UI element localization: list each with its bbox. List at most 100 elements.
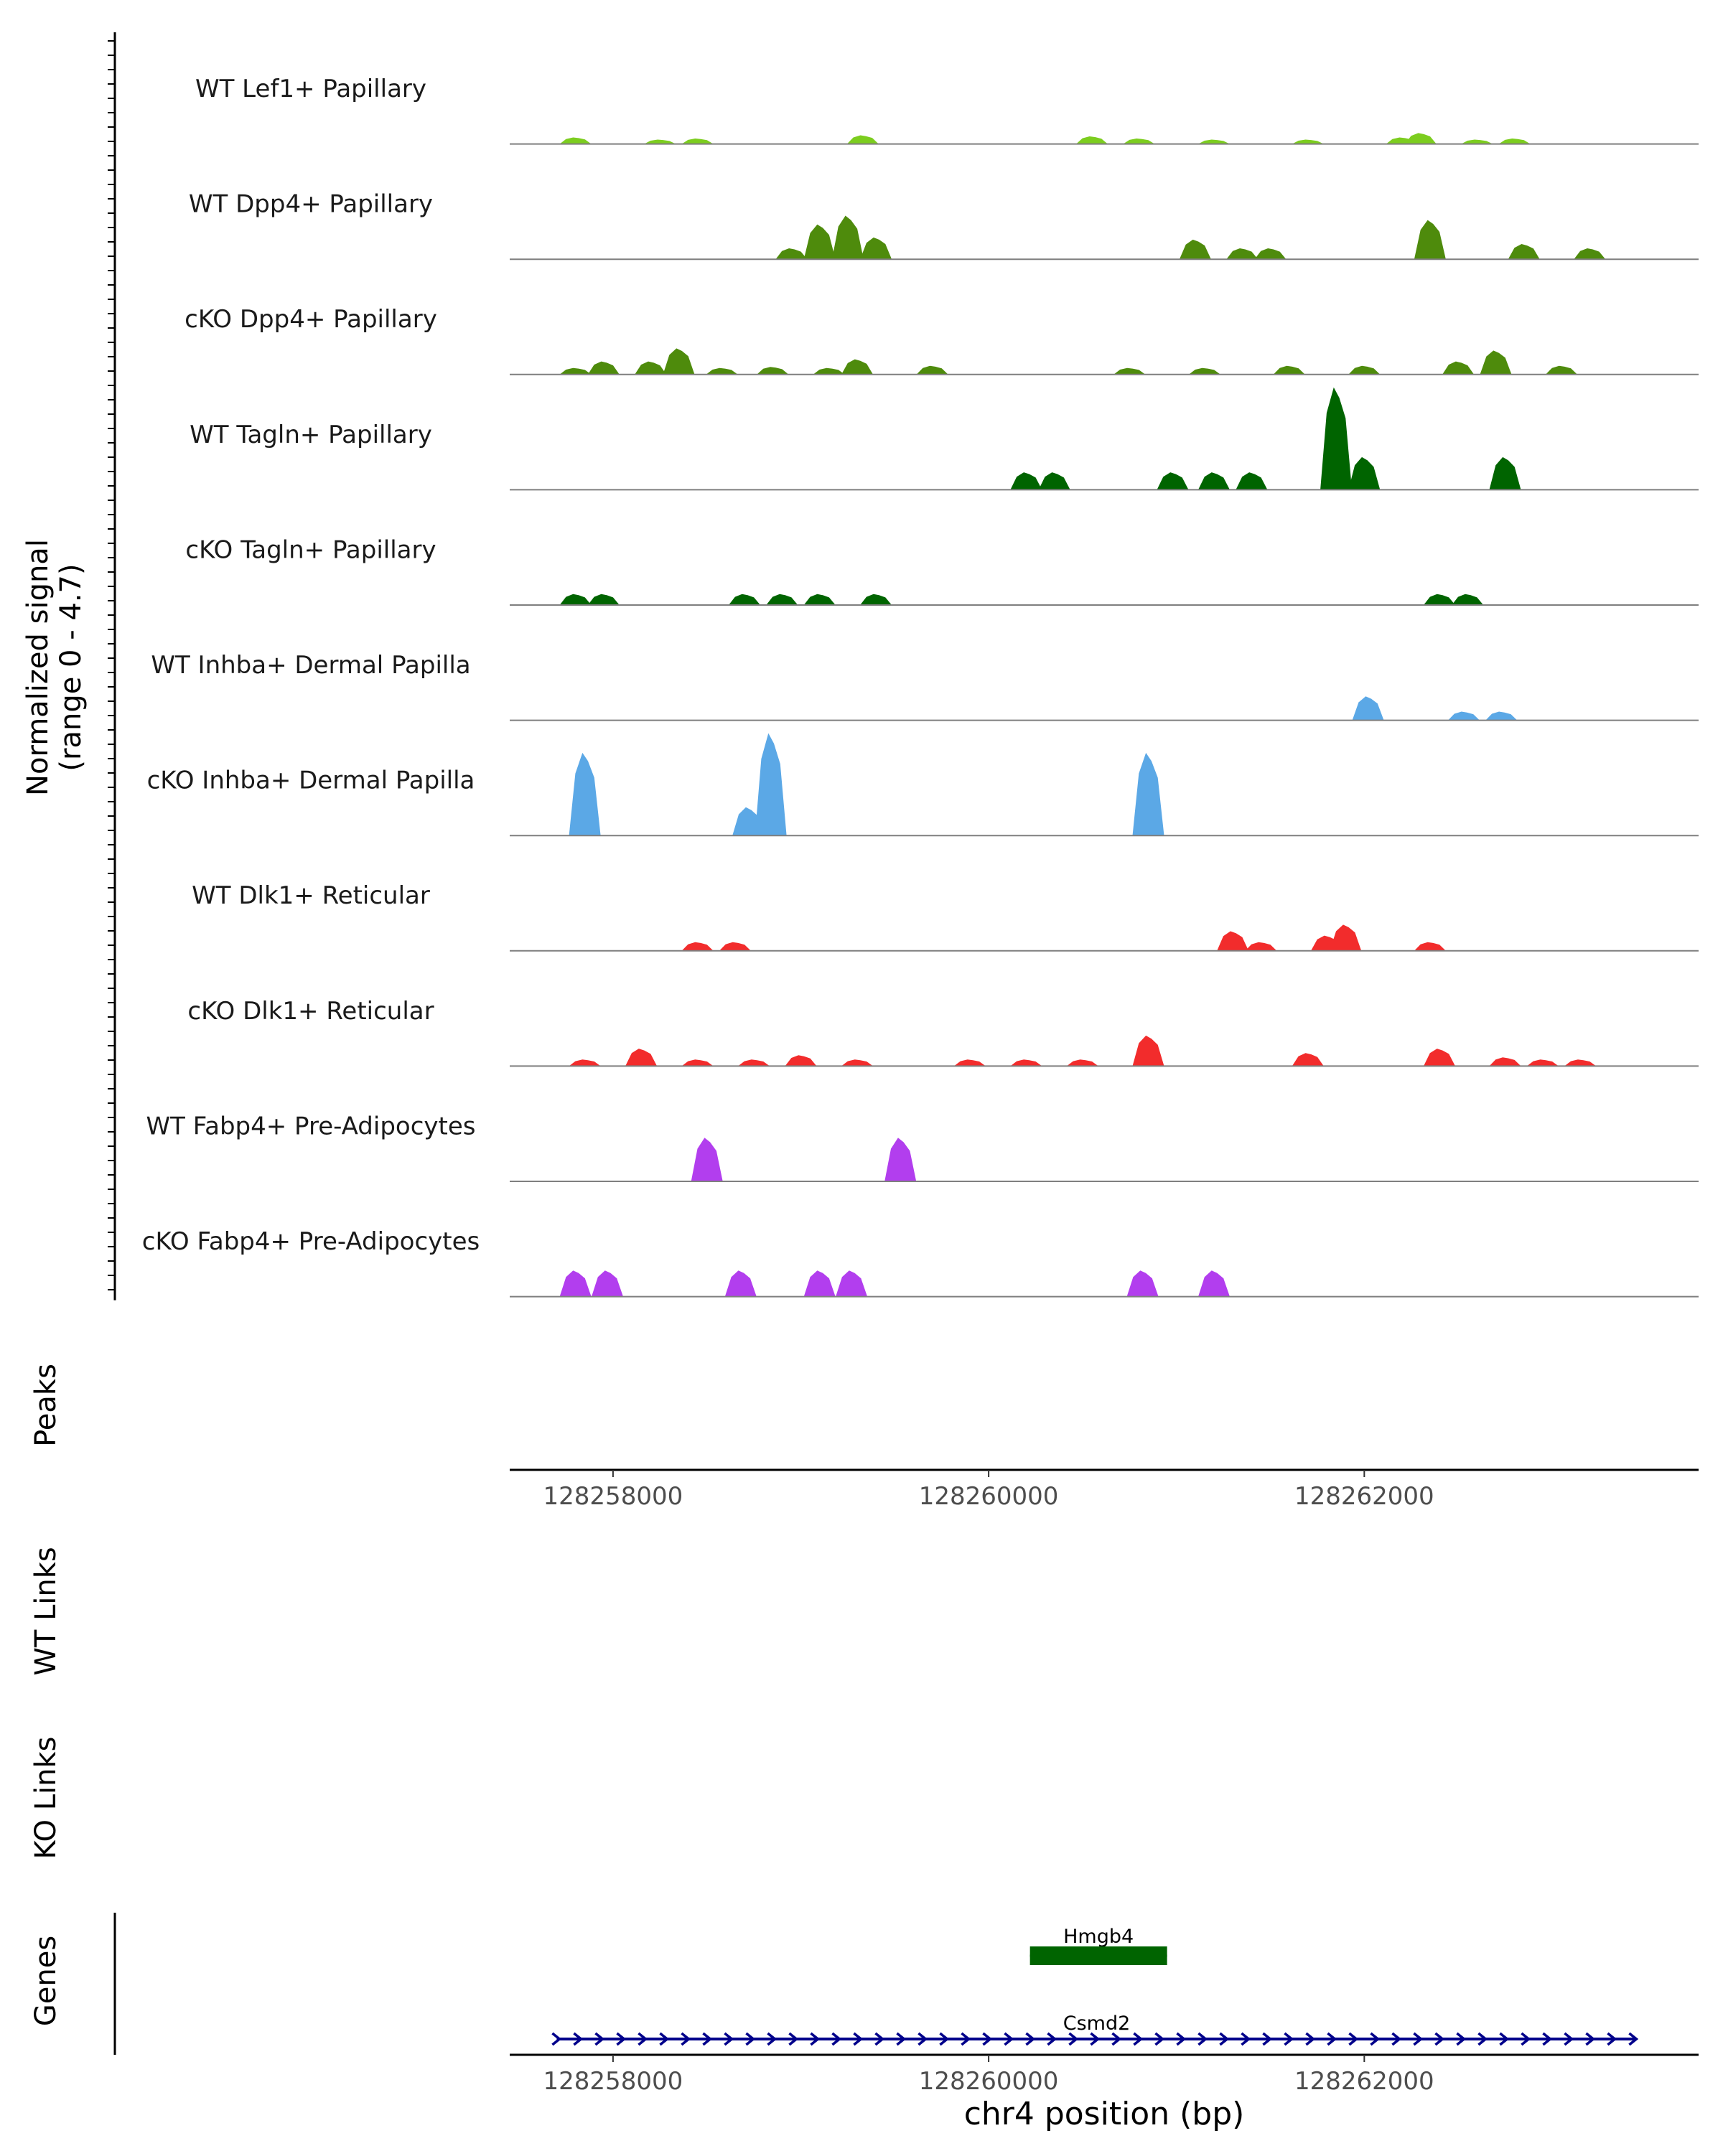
track-2-peak-9: [1508, 244, 1540, 260]
strand-arrow: [939, 2032, 950, 2046]
strand-arrow: [1521, 2032, 1531, 2046]
track-9-peak-13: [1489, 1057, 1521, 1067]
track-1-peak-6: [1123, 139, 1155, 144]
peaks-panel-label: Peaks: [29, 1364, 62, 1447]
track-3-peak-6: [757, 367, 789, 375]
track-3: cKO Dpp4+ Papillary: [185, 305, 1699, 375]
strand-arrow: [1327, 2032, 1337, 2046]
genes-panel-label: Genes: [29, 1936, 62, 2026]
track-2-peak-4: [860, 237, 892, 260]
track-9-peak-6: [841, 1059, 873, 1067]
track-7: cKO Inhba+ Dermal Papilla: [147, 733, 1699, 837]
track-9-peak-4: [738, 1059, 770, 1067]
strand-arrow: [1391, 2032, 1402, 2046]
track-7-peak-1: [569, 752, 601, 836]
track-9-peak-15: [1564, 1059, 1597, 1067]
strand-arrow: [616, 2032, 627, 2046]
track-8-peak-6: [1330, 924, 1362, 951]
strand-arrow: [1176, 2032, 1187, 2046]
track-2-peak-6: [1226, 248, 1259, 260]
track-7-peak-3: [755, 733, 787, 836]
strand-arrow: [1477, 2032, 1488, 2046]
track-11-peak-2: [592, 1270, 623, 1297]
track-3-peak-7: [813, 367, 845, 375]
track-8-peak-2: [719, 942, 751, 951]
track-6: WT Inhba+ Dermal Papilla: [151, 651, 1699, 721]
strand-arrow: [1628, 2032, 1639, 2046]
strand-arrow: [1456, 2032, 1467, 2046]
track-5-peak-2: [587, 594, 620, 605]
track-1-peak-3: [681, 139, 714, 144]
track-label: WT Inhba+ Dermal Papilla: [151, 651, 470, 680]
track-4-peak-3: [1157, 472, 1189, 490]
gene-label: Hmgb4: [1063, 1926, 1134, 1948]
strand-arrow: [745, 2032, 756, 2046]
track-3-peak-15: [1480, 350, 1512, 375]
genes-layer: Hmgb4 Csmd2: [551, 1926, 1639, 2046]
track-1-peak-11: [1461, 139, 1493, 144]
track-11-peak-6: [1126, 1270, 1159, 1297]
strand-arrow: [1564, 2032, 1574, 2046]
strand-arrow: [896, 2032, 907, 2046]
track-label: WT Lef1+ Papillary: [195, 75, 426, 103]
track-4-peak-7: [1348, 456, 1381, 490]
track-4-peak-1: [1010, 472, 1042, 490]
track-3-peak-11: [1189, 367, 1220, 375]
track-8-peak-4: [1245, 942, 1277, 951]
tracks-layer: WT Lef1+ Papillary WT Dpp4+ Papillary cKO …: [142, 75, 1699, 1298]
track-1: WT Lef1+ Papillary: [195, 75, 1699, 145]
track-10-peak-1: [691, 1138, 723, 1181]
ko-links-panel-label: KO Links: [29, 1737, 62, 1860]
track-4-peak-6: [1320, 387, 1353, 490]
strand-arrow: [1585, 2032, 1596, 2046]
strand-arrow: [1370, 2032, 1381, 2046]
signal-axis-range-label: (range 0 - 4.7): [55, 563, 88, 771]
peaks-x-ticks: 128258000 128260000 128262000: [543, 1470, 1434, 1511]
track-5: cKO Tagln+ Papillary: [185, 535, 1699, 606]
track-1-peak-8: [1292, 139, 1324, 144]
track-label: cKO Dpp4+ Papillary: [185, 305, 437, 334]
track-5-peak-3: [729, 594, 760, 605]
track-3-peak-13: [1348, 365, 1381, 375]
track-6-peak-1: [1352, 696, 1384, 721]
track-2-peak-3: [831, 215, 864, 260]
strand-arrow: [724, 2032, 734, 2046]
track-3-peak-5: [706, 367, 738, 375]
genes-x-tick-label: 128260000: [919, 2067, 1059, 2096]
strand-arrow: [1025, 2032, 1036, 2046]
strand-arrow: [810, 2032, 821, 2046]
track-4-peak-8: [1489, 456, 1521, 490]
strand-arrow: [1068, 2032, 1079, 2046]
track-11-peak-7: [1198, 1270, 1230, 1297]
strand-arrow: [1047, 2032, 1057, 2046]
track-8: WT Dlk1+ Reticular: [192, 881, 1699, 952]
peaks-x-tick-label: 128260000: [919, 1482, 1059, 1511]
track-9-peak-9: [1066, 1059, 1098, 1067]
track-8-peak-7: [1414, 942, 1446, 951]
track-label: cKO Inhba+ Dermal Papilla: [147, 767, 475, 795]
track-2-peak-1: [775, 248, 808, 260]
track-9-peak-12: [1424, 1049, 1455, 1067]
strand-arrow: [681, 2032, 691, 2046]
track-4: WT Tagln+ Papillary: [190, 387, 1699, 491]
track-label: WT Fabp4+ Pre-Adipocytes: [146, 1112, 476, 1140]
track-9-peak-3: [681, 1059, 714, 1067]
x-axis-title: chr4 position (bp): [964, 2096, 1245, 2132]
track-8-peak-3: [1217, 931, 1249, 951]
track-9-peak-10: [1132, 1035, 1164, 1067]
strand-arrow: [767, 2032, 778, 2046]
wt-links-panel-label: WT Links: [29, 1547, 62, 1675]
track-6-peak-3: [1485, 711, 1518, 721]
track-5-peak-5: [803, 594, 836, 605]
strand-arrow: [573, 2032, 584, 2046]
track-9-peak-7: [953, 1059, 986, 1067]
strand-arrow: [1262, 2032, 1273, 2046]
track-label: cKO Dlk1+ Reticular: [187, 997, 434, 1026]
genes-x-tick-label: 128258000: [543, 2067, 683, 2096]
track-11-peak-1: [559, 1270, 592, 1297]
strand-arrow: [1004, 2032, 1014, 2046]
track-3-peak-2: [587, 361, 620, 375]
strand-arrow: [1197, 2032, 1208, 2046]
track-label: WT Dpp4+ Papillary: [189, 190, 433, 219]
track-3-peak-14: [1442, 361, 1475, 375]
